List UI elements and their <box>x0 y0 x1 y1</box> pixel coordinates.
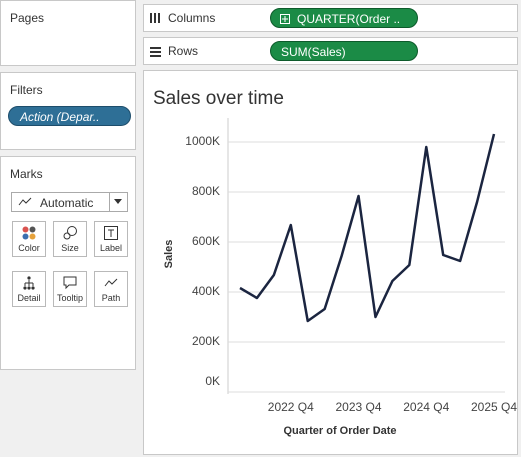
x-tick-label: 2022 Q4 <box>268 400 314 414</box>
pages-title: Pages <box>10 11 45 25</box>
color-card[interactable]: Color <box>12 221 46 257</box>
y-tick-label: 200K <box>192 334 220 348</box>
card-label: Tooltip <box>56 293 83 303</box>
marks-title: Marks <box>10 167 43 181</box>
chart-title: Sales over time <box>153 88 284 109</box>
card-label: Color <box>18 243 40 253</box>
mark-type: Automatic <box>40 196 94 210</box>
filter-pill[interactable]: Action (Depar.. <box>8 106 131 126</box>
y-tick-label: 0K <box>205 374 220 388</box>
columns-pill[interactable]: QUARTER(Order .. <box>270 8 418 28</box>
columns-shelf[interactable]: Columns QUARTER(Order .. <box>143 4 518 32</box>
x-tick-label: 2023 Q4 <box>336 400 382 414</box>
y-axis-title: Sales <box>163 240 175 269</box>
dropdown-arrow <box>109 193 127 211</box>
label-card[interactable]: Label <box>94 221 128 257</box>
marks-card: Marks Automatic Color Size Label Detail … <box>0 156 136 370</box>
rows-pill[interactable]: SUM(Sales) <box>270 41 418 61</box>
columns-icon <box>150 13 160 23</box>
y-tick-label: 400K <box>192 284 220 298</box>
y-tick-label: 600K <box>192 234 220 248</box>
filters-title: Filters <box>10 83 43 97</box>
x-tick-label: 2025 Q4 <box>471 400 517 414</box>
plus-icon <box>280 14 290 24</box>
pages-card: Pages <box>0 0 136 66</box>
x-tick-label: 2024 Q4 <box>403 400 449 414</box>
mark-type-dropdown[interactable]: Automatic <box>11 192 128 212</box>
card-label: Size <box>61 243 79 253</box>
size-card[interactable]: Size <box>53 221 87 257</box>
x-axis-title: Quarter of Order Date <box>283 425 396 437</box>
detail-card[interactable]: Detail <box>12 271 46 307</box>
rows-icon <box>150 47 161 57</box>
card-label: Path <box>101 293 121 303</box>
y-tick-label: 1000K <box>185 134 220 148</box>
sales-line <box>239 133 496 323</box>
card-label: Label <box>99 243 123 253</box>
columns-label: Columns <box>168 11 216 25</box>
chart-pane <box>143 70 518 455</box>
y-tick-label: 800K <box>192 184 220 198</box>
rows-label: Rows <box>168 44 199 58</box>
rows-shelf[interactable]: Rows SUM(Sales) <box>143 37 518 65</box>
line-icon <box>18 197 32 206</box>
filters-card: Filters Action (Depar.. <box>0 72 136 150</box>
card-label: Detail <box>17 293 41 303</box>
tooltip-card[interactable]: Tooltip <box>53 271 87 307</box>
path-card[interactable]: Path <box>94 271 128 307</box>
